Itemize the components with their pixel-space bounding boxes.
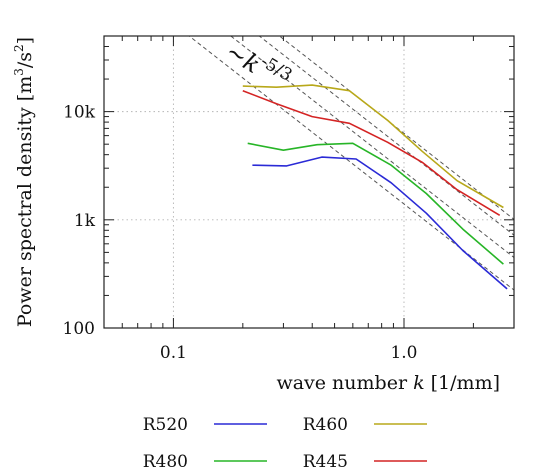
x-axis-title-unit: [1/mm] — [425, 372, 500, 394]
x-axis-title-variable: k — [413, 372, 425, 394]
series-line-r520 — [252, 156, 508, 290]
x-tick-label: 1.0 — [390, 343, 417, 363]
plot-frame — [103, 35, 515, 329]
tick-labels: 0.1 1.0 100 1k 10k — [63, 103, 418, 363]
series-line-r460 — [242, 84, 504, 209]
y-axis-title-text: Power spectral density [m — [14, 76, 36, 327]
y-axis-title-end: ] — [14, 37, 36, 44]
series-lines — [242, 84, 508, 290]
legend-label-r480: R480 — [143, 452, 188, 472]
grid — [104, 36, 514, 329]
legend-label-r445: R445 — [303, 452, 348, 472]
y-tick-label: 1k — [74, 211, 96, 231]
y-axis-title-sup2: 2 — [12, 44, 26, 52]
y-axis-title: Power spectral density [m3/s2] — [12, 37, 36, 327]
slope-annotation-base: ~k — [221, 37, 265, 79]
reference-slope-line — [229, 36, 514, 258]
series-line-r445 — [242, 89, 501, 216]
axis-ticks — [103, 35, 515, 329]
reference-lines — [188, 36, 514, 291]
legend-label-r460: R460 — [303, 415, 348, 435]
reference-slope-line — [278, 36, 514, 220]
reference-slope-line — [188, 36, 514, 291]
y-axis-title-sup1: 3 — [12, 68, 26, 76]
y-axis-title-mid: /s — [14, 52, 36, 68]
y-tick-label: 10k — [63, 103, 96, 123]
x-axis-title: wave number k [1/mm] — [276, 372, 500, 394]
series-line-r480 — [247, 142, 504, 265]
x-tick-label: 0.1 — [160, 343, 187, 363]
legend: R520 R460 R480 R445 — [143, 415, 427, 472]
x-axis-title-text: wave number — [276, 372, 413, 394]
reference-slope-line — [258, 36, 514, 236]
legend-label-r520: R520 — [143, 415, 188, 435]
y-tick-label: 100 — [63, 319, 95, 339]
